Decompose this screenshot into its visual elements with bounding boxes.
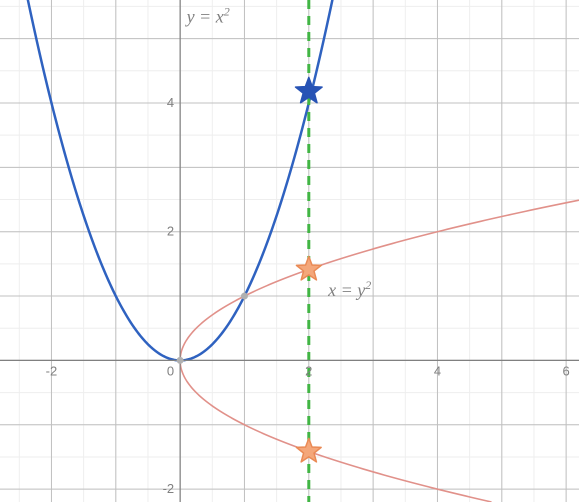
y-tick-label: 4 xyxy=(167,95,174,110)
x-tick-label: 2 xyxy=(305,363,312,378)
x-tick-label: 6 xyxy=(563,363,570,378)
y-tick-label: 2 xyxy=(167,224,174,239)
x-tick-label: -2 xyxy=(46,363,58,378)
label-y-equals-x2: y = x2 xyxy=(185,5,230,27)
origin-label: 0 xyxy=(167,363,174,378)
intersection-dot xyxy=(177,357,184,364)
label-x-equals-y2: x = y2 xyxy=(327,278,371,300)
x-tick-label: 4 xyxy=(434,363,441,378)
y-tick-label: -2 xyxy=(163,481,175,496)
plot-background xyxy=(0,0,579,502)
intersection-dot xyxy=(241,293,248,300)
chart-svg: -2 2 4 6 -2 2 4 0 y = x2 x = y2 xyxy=(0,0,579,502)
